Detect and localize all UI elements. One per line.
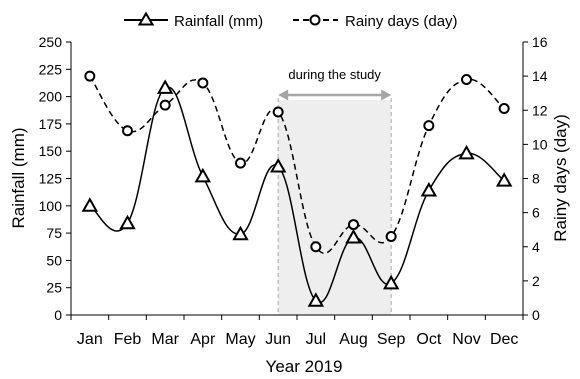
rainfall-point — [420, 181, 438, 197]
x-tick-label: Jul — [306, 331, 326, 348]
study-period-shade — [278, 100, 392, 315]
study-period-arrow-left-head — [278, 89, 289, 101]
x-tick-label: May — [225, 331, 255, 348]
rainfall-point — [156, 79, 174, 94]
study-period-arrow-right-head — [381, 89, 392, 101]
x-tick-label: Mar — [151, 331, 179, 348]
rainfall-point — [119, 214, 136, 230]
rainy-days-point — [310, 241, 322, 253]
y-right-tick-label: 2 — [532, 273, 540, 289]
rainfall-point — [194, 167, 212, 183]
x-tick-label: Apr — [190, 331, 216, 348]
y-right-tick-label: 0 — [532, 307, 540, 323]
y-axis-right-label: Rainy days (day) — [551, 114, 570, 242]
rainfall-point — [81, 197, 99, 212]
y-right-tick-label: 16 — [532, 34, 548, 50]
rainy-days-point — [272, 106, 284, 118]
legend-rainfall-marker — [137, 11, 155, 26]
x-tick-label: Jan — [77, 331, 103, 348]
legend: Rainfall (mm) Rainy days (day) — [124, 11, 458, 30]
study-period-label: during the study — [288, 67, 381, 82]
axes: 0 25 50 75 100 125 150 175 200 225 250 0 2 4 6 8 10 12 14 1… — [39, 34, 548, 348]
rainy-days-point — [461, 74, 472, 86]
y-left-tick-label: 175 — [39, 116, 63, 132]
y-right-tick-label: 6 — [532, 205, 540, 221]
y-left-tick-label: 225 — [39, 61, 63, 77]
x-tick-label: Oct — [416, 331, 441, 348]
rainy-days-point — [498, 103, 510, 115]
rainy-days-point — [159, 99, 171, 111]
y-left-tick-label: 250 — [39, 34, 63, 50]
rainy-days-point — [122, 125, 133, 137]
x-axis-label: Year 2019 — [266, 357, 343, 376]
rainy-days-point — [197, 77, 209, 89]
x-tick-label: Sep — [377, 331, 406, 348]
y-left-tick-label: 50 — [46, 252, 62, 268]
y-right-tick-label: 12 — [532, 102, 548, 118]
y-left-tick-label: 0 — [54, 307, 62, 323]
x-tick-label: Aug — [339, 331, 367, 348]
y-left-tick-label: 125 — [39, 171, 63, 187]
y-right-tick-label: 14 — [532, 68, 548, 84]
x-tick-label: Jun — [265, 331, 291, 348]
rainfall-point — [232, 225, 249, 241]
y-right-tick-label: 10 — [532, 136, 548, 152]
y-left-tick-label: 150 — [39, 143, 63, 159]
x-tick-label: Feb — [114, 331, 142, 348]
rainy-days-point — [423, 120, 435, 132]
study-period-region: during the study — [277, 67, 392, 315]
rainfall-point — [458, 144, 475, 160]
y-axis-left-label: Rainfall (mm) — [9, 127, 28, 228]
y-left-tick-label: 200 — [39, 89, 63, 105]
rainfall-series-line — [89, 86, 505, 304]
legend-rainy-days-label: Rainy days (day) — [345, 13, 458, 30]
rainy-days-point — [348, 219, 359, 231]
rainy-days-point — [235, 157, 246, 169]
y-right-tick-label: 8 — [532, 171, 540, 187]
rainy-days-point — [84, 70, 96, 82]
rainfall-point — [382, 274, 400, 290]
rainfall-point — [269, 157, 287, 173]
y-left-tick-label: 100 — [39, 198, 63, 214]
legend-rainy-days-marker — [309, 14, 321, 26]
y-right-tick-label: 4 — [532, 239, 540, 255]
y-left-tick-label: 75 — [46, 225, 62, 241]
x-tick-label: Nov — [452, 331, 480, 348]
rainy-days-point — [385, 231, 397, 243]
rainfall-point — [307, 292, 325, 307]
rainfall-point — [495, 172, 513, 187]
x-tick-label: Dec — [490, 331, 518, 348]
rainfall-point — [345, 228, 362, 244]
y-left-tick-label: 25 — [46, 280, 62, 296]
legend-rainfall-label: Rainfall (mm) — [174, 13, 263, 30]
series — [81, 70, 513, 307]
